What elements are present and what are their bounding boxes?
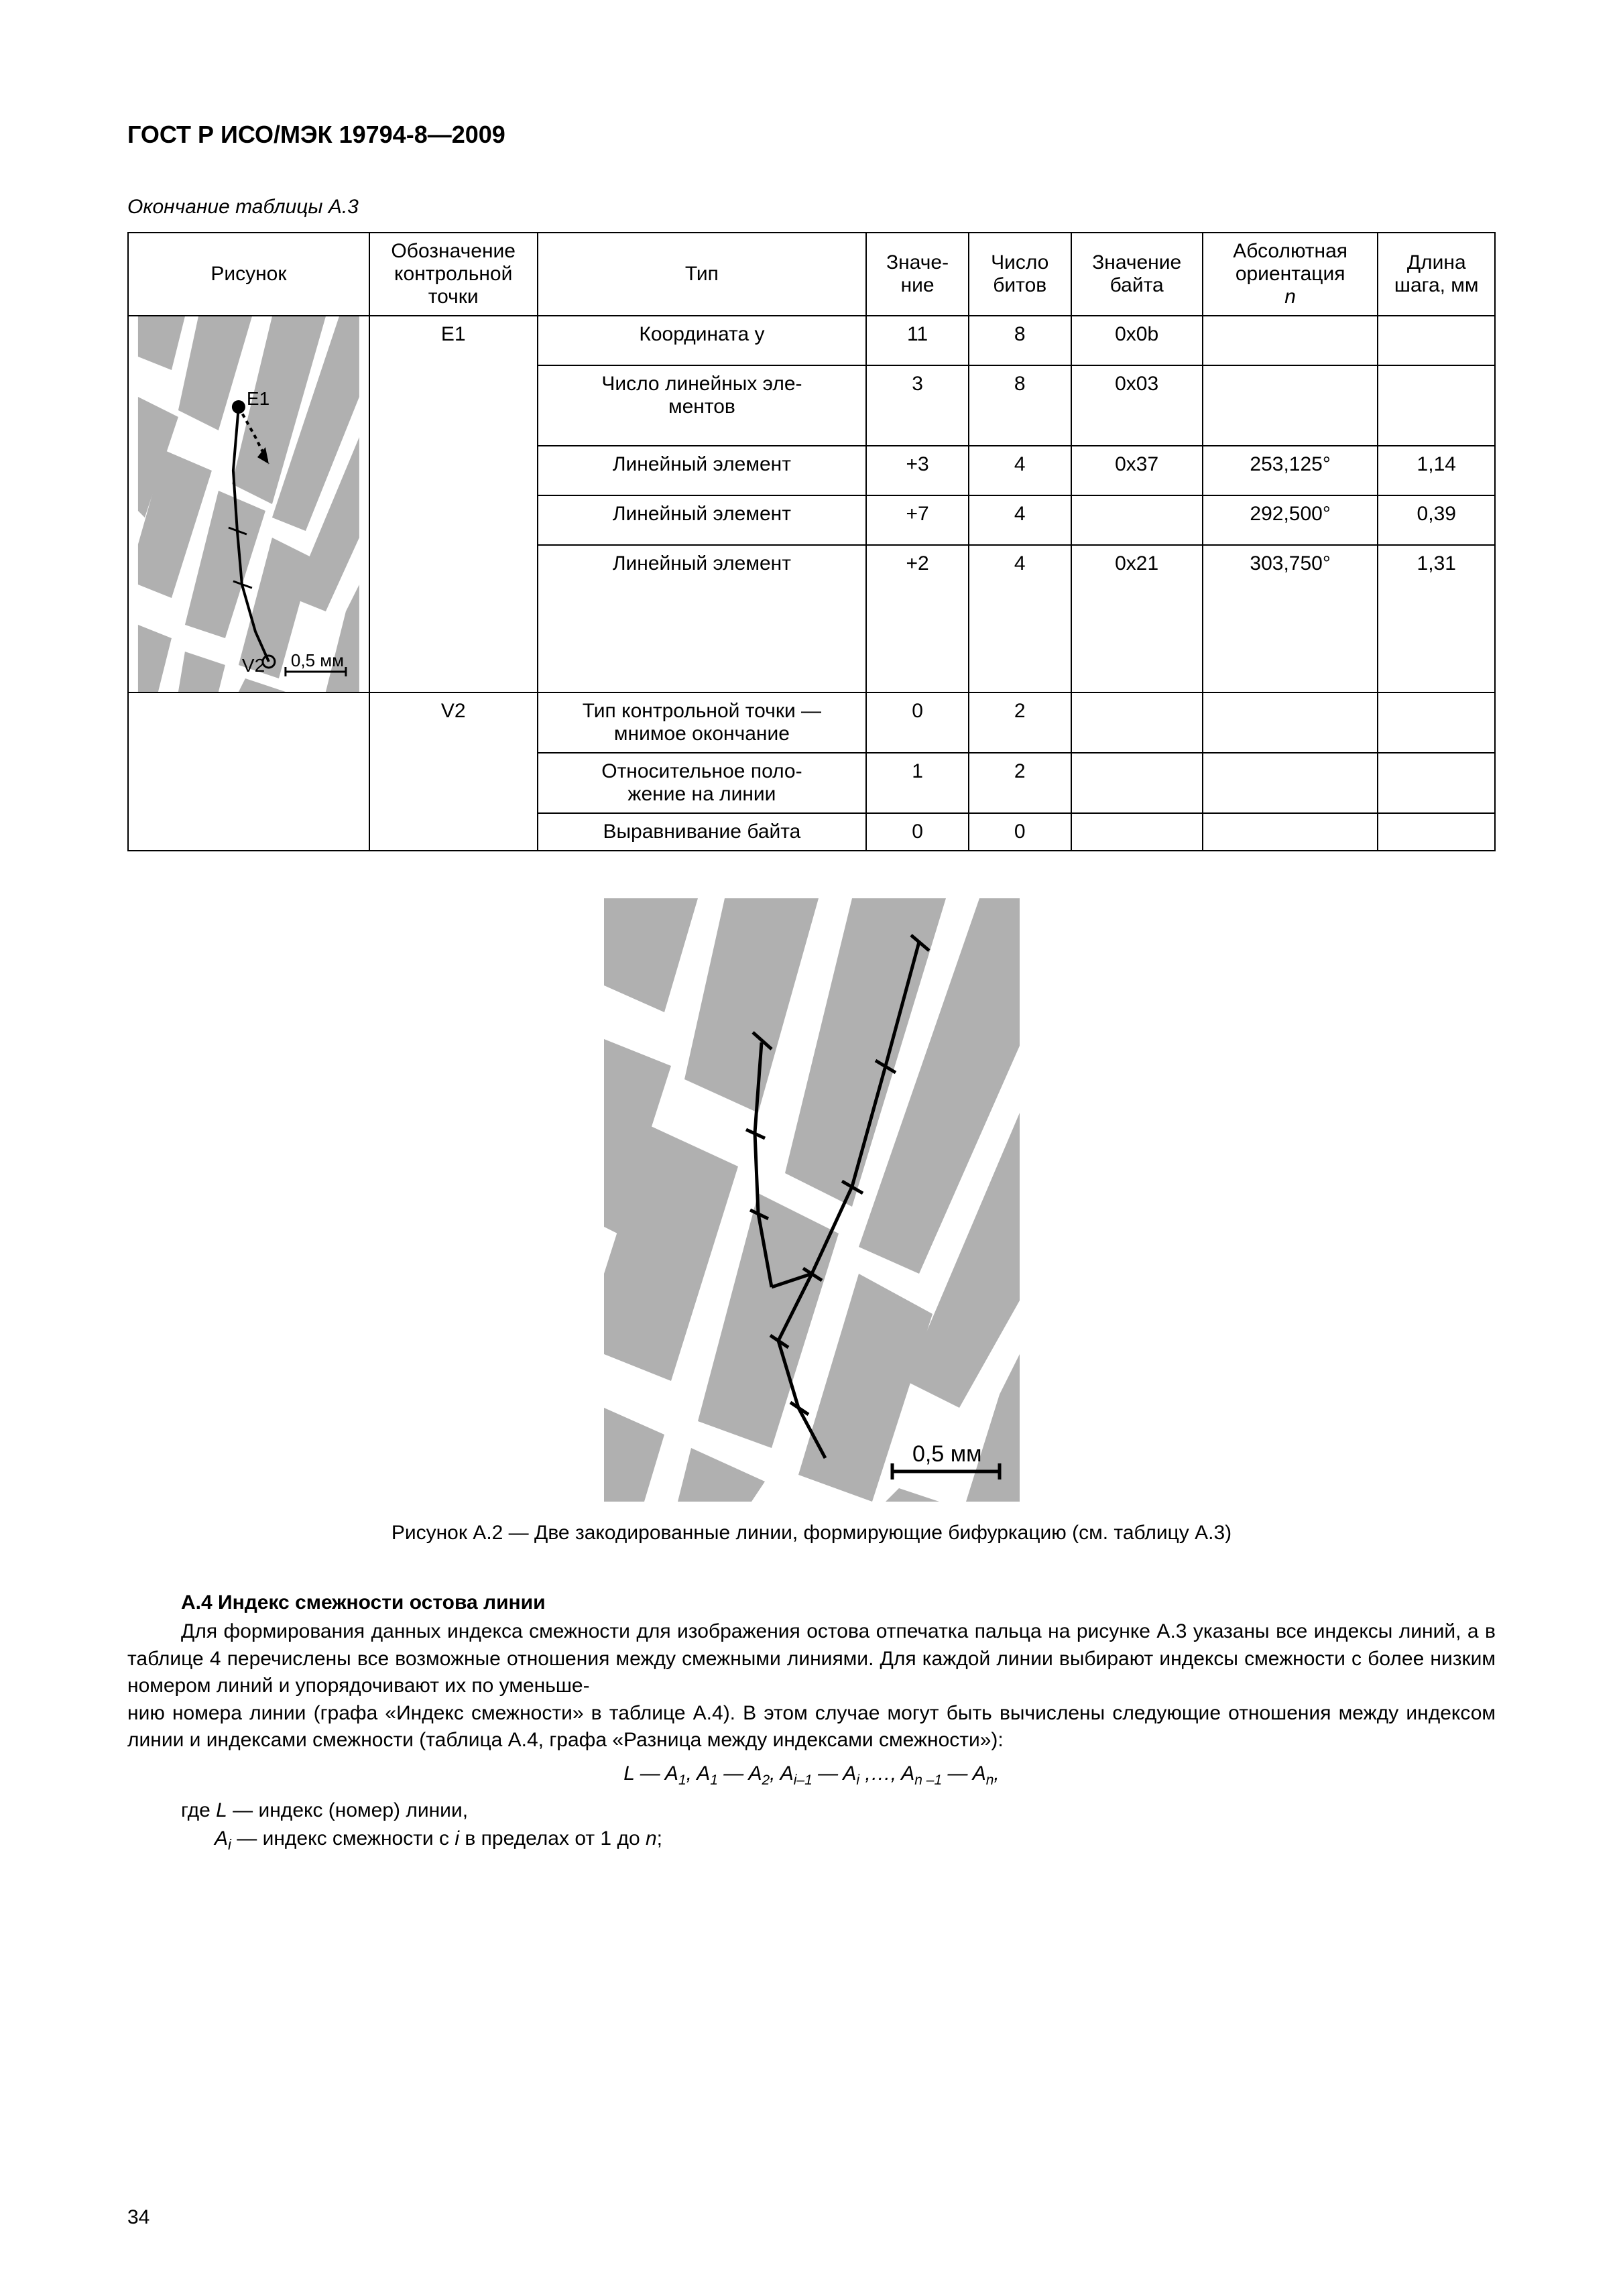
label-v2: V2 — [242, 655, 265, 676]
bits-cell: 4 — [969, 545, 1071, 692]
value-cell: 3 — [866, 365, 969, 445]
where-block: где L — индекс (номер) линии, Ai — индек… — [181, 1797, 1496, 1856]
type-cell: Линейный элемент — [538, 495, 867, 545]
step-cell: 0,39 — [1378, 495, 1495, 545]
figure-cell-empty — [128, 692, 369, 851]
bits-cell: 8 — [969, 365, 1071, 445]
type-cell: Число линейных эле- ментов — [538, 365, 867, 445]
orient-cell: 303,750° — [1203, 545, 1378, 692]
orient-cell — [1203, 365, 1378, 445]
byte-cell — [1071, 813, 1203, 851]
data-table: Рисунок Обозначение контрольной точки Ти… — [127, 232, 1496, 851]
value-cell: +7 — [866, 495, 969, 545]
fingerprint-large: 0,5 мм — [604, 898, 1020, 1502]
value-cell: +2 — [866, 545, 969, 692]
document-header: ГОСТ Р ИСО/МЭК 19794-8—2009 — [127, 121, 1496, 149]
step-cell — [1378, 316, 1495, 365]
figure-caption: Рисунок А.2 — Две закодированные линии, … — [127, 1522, 1496, 1545]
body-paragraph: Для формирования данных индекса смежност… — [127, 1618, 1496, 1754]
bits-cell: 0 — [969, 813, 1071, 851]
byte-cell: 0x21 — [1071, 545, 1203, 692]
bits-cell: 4 — [969, 495, 1071, 545]
figure-cell: E1 V2 0,5 мм — [128, 316, 369, 692]
step-cell — [1378, 813, 1495, 851]
type-cell: Выравнивание байта — [538, 813, 867, 851]
point-cell: V2 — [369, 692, 538, 851]
orient-cell — [1203, 316, 1378, 365]
type-cell: Координата y — [538, 316, 867, 365]
step-cell: 1,31 — [1378, 545, 1495, 692]
bits-cell: 2 — [969, 753, 1071, 813]
byte-cell: 0x0b — [1071, 316, 1203, 365]
step-cell — [1378, 692, 1495, 753]
orient-cell — [1203, 692, 1378, 753]
point-cell: E1 — [369, 316, 538, 692]
orient-sub: n — [1284, 286, 1296, 308]
byte-cell — [1071, 753, 1203, 813]
col-header-byte: Значение байта — [1071, 233, 1203, 316]
fingerprint-small: E1 V2 0,5 мм — [129, 316, 369, 692]
type-cell: Тип контрольной точки — мнимое окончание — [538, 692, 867, 753]
type-cell: Относительное поло- жение на линии — [538, 753, 867, 813]
byte-cell: 0x03 — [1071, 365, 1203, 445]
page-number: 34 — [127, 2206, 149, 2229]
value-cell: 0 — [866, 813, 969, 851]
col-header-point: Обозначение контрольной точки — [369, 233, 538, 316]
value-cell: 0 — [866, 692, 969, 753]
step-cell — [1378, 753, 1495, 813]
byte-cell: 0x37 — [1071, 446, 1203, 495]
orient-cell: 253,125° — [1203, 446, 1378, 495]
scale-label-small: 0,5 мм — [291, 650, 344, 670]
col-header-figure: Рисунок — [128, 233, 369, 316]
section-title: А.4 Индекс смежности остова линии — [181, 1591, 1496, 1614]
col-header-step: Длина шага, мм — [1378, 233, 1495, 316]
bits-cell: 4 — [969, 446, 1071, 495]
table-row: E1 V2 0,5 мм E1 Координата y 11 8 0x0b — [128, 316, 1495, 365]
scale-label-large: 0,5 мм — [912, 1441, 981, 1467]
orient-cell: 292,500° — [1203, 495, 1378, 545]
table-row: V2 Тип контрольной точки — мнимое оконча… — [128, 692, 1495, 753]
orient-cell — [1203, 813, 1378, 851]
step-cell — [1378, 365, 1495, 445]
byte-cell — [1071, 692, 1203, 753]
col-header-type: Тип — [538, 233, 867, 316]
value-cell: +3 — [866, 446, 969, 495]
col-header-orient: Абсолютная ориентация n — [1203, 233, 1378, 316]
type-cell: Линейный элемент — [538, 446, 867, 495]
byte-cell — [1071, 495, 1203, 545]
label-e1: E1 — [247, 388, 269, 409]
type-cell: Линейный элемент — [538, 545, 867, 692]
bits-cell: 2 — [969, 692, 1071, 753]
orient-cell — [1203, 753, 1378, 813]
table-caption: Окончание таблицы А.3 — [127, 196, 1496, 219]
col-header-value: Значе- ние — [866, 233, 969, 316]
center-figure: 0,5 мм — [604, 898, 1020, 1502]
step-cell: 1,14 — [1378, 446, 1495, 495]
value-cell: 1 — [866, 753, 969, 813]
value-cell: 11 — [866, 316, 969, 365]
bits-cell: 8 — [969, 316, 1071, 365]
col-header-bits: Число битов — [969, 233, 1071, 316]
orient-label: Абсолютная ориентация — [1233, 240, 1347, 285]
formula: L — A1, A1 — A2, Ai–1 — Ai ,…, An –1 — A… — [127, 1762, 1496, 1789]
